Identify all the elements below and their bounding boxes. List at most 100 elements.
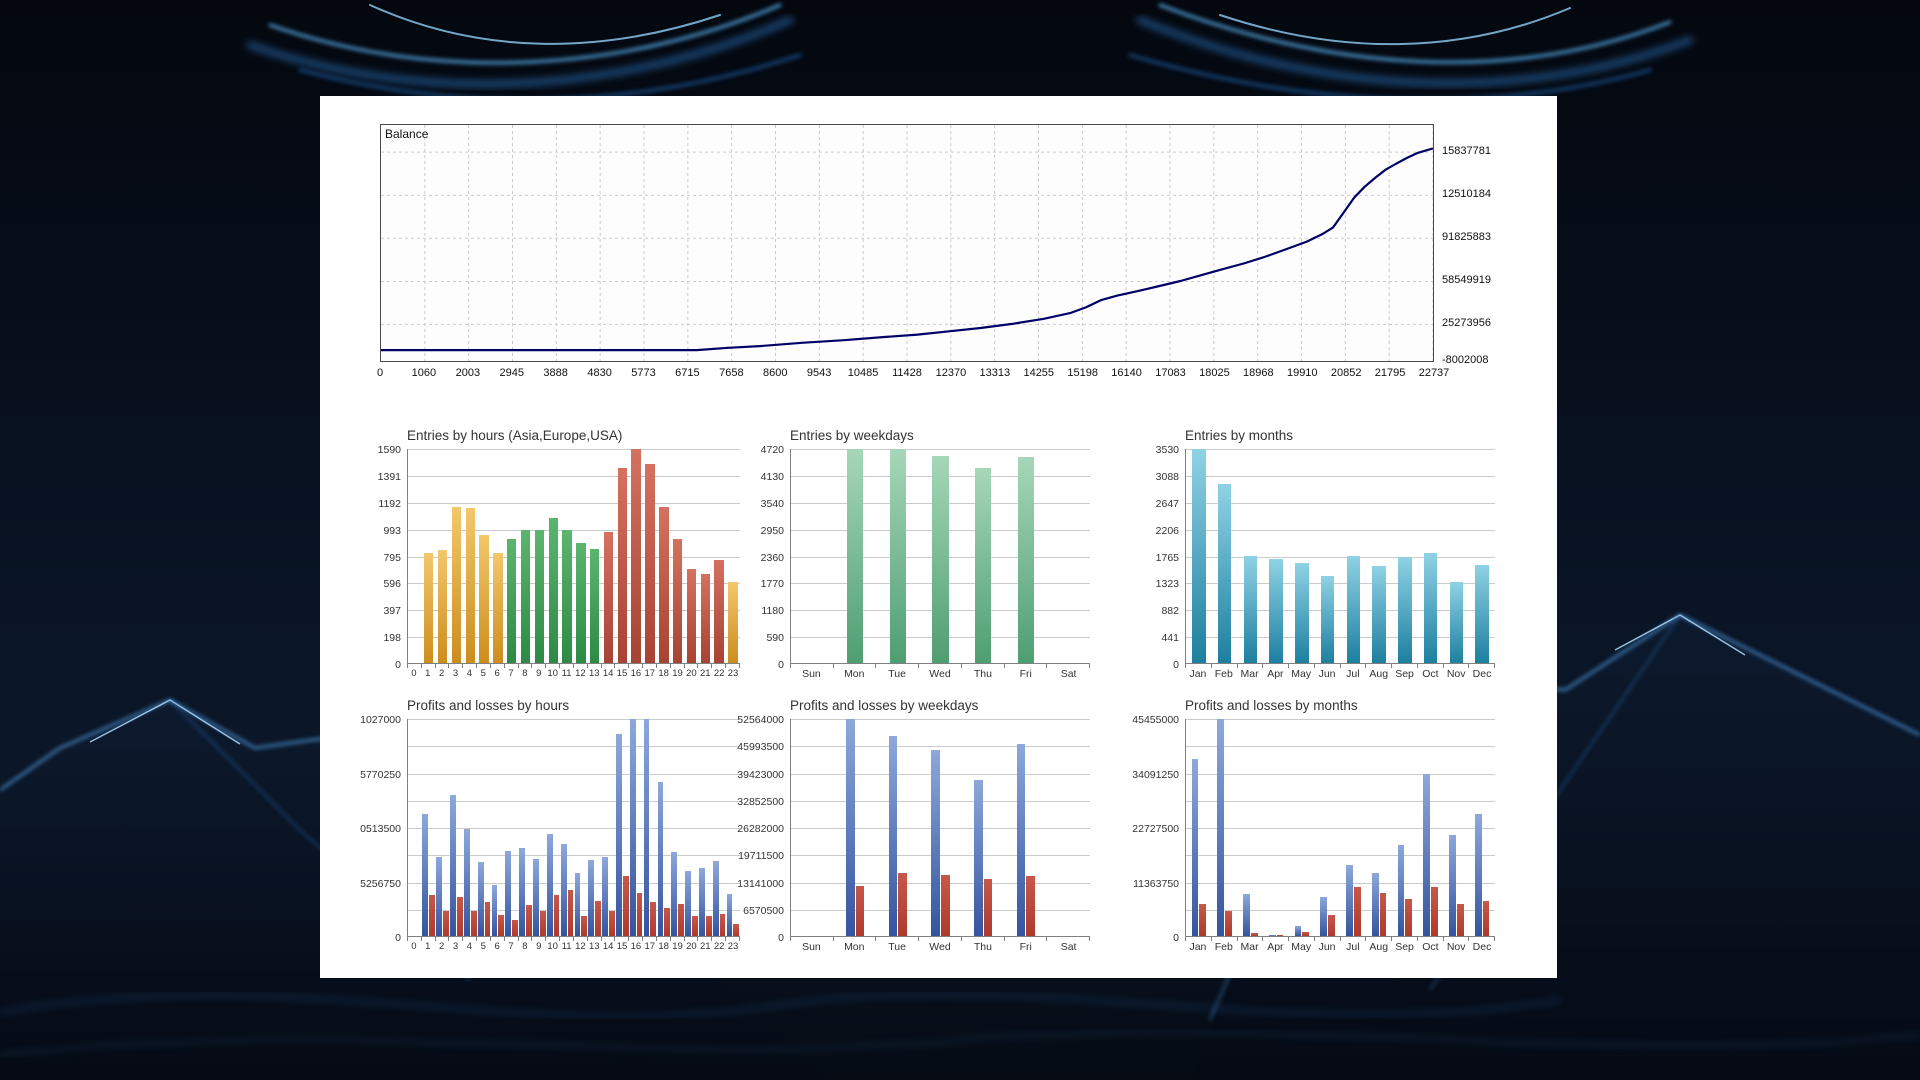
profit-bar bbox=[1217, 719, 1225, 936]
x-tick bbox=[1003, 664, 1047, 668]
profit-bar bbox=[671, 852, 678, 936]
x-axis: Jan Feb Mar Apr May Jun Jul Aug Sep Oct Nov Dec bbox=[1185, 668, 1495, 682]
bar bbox=[465, 508, 475, 663]
profit-bar bbox=[643, 719, 650, 936]
gridline bbox=[791, 828, 1090, 829]
x-tick bbox=[697, 937, 711, 941]
gridline bbox=[791, 800, 1090, 802]
loss-bar bbox=[553, 894, 560, 936]
x-tick-label: Sep bbox=[1395, 941, 1414, 953]
y-tick-label: 993 bbox=[383, 524, 401, 537]
loss-bar bbox=[678, 904, 684, 936]
bar-slot bbox=[463, 719, 477, 936]
x-tick bbox=[545, 664, 559, 668]
y-axis: 45455000 34091250 22727500 11363750 0 bbox=[1120, 714, 1185, 944]
x-tick bbox=[462, 937, 476, 941]
y-tick-label: 26282000 bbox=[737, 823, 784, 835]
loss-bar bbox=[1431, 886, 1438, 936]
bar-slot bbox=[712, 719, 726, 936]
y-tick-label: 3530 bbox=[1155, 444, 1179, 456]
x-tick bbox=[960, 664, 1004, 668]
x-tick-label: Oct bbox=[1422, 668, 1439, 680]
gridline bbox=[408, 855, 740, 857]
bar-slot bbox=[1263, 719, 1289, 936]
x-tick bbox=[586, 664, 601, 668]
bar-slot bbox=[1444, 719, 1470, 936]
balance-chart-title: Balance bbox=[385, 127, 429, 141]
gridline bbox=[1186, 719, 1495, 720]
profits-losses-by-months-chart: Profits and losses by months 45455000 340… bbox=[1120, 698, 1495, 955]
bar-slot bbox=[1341, 719, 1367, 936]
gridline bbox=[1186, 637, 1495, 639]
x-tick-label: 14 bbox=[602, 941, 614, 952]
bar bbox=[1398, 556, 1412, 663]
y-tick-label: 1027000 bbox=[360, 714, 401, 726]
bar-slot bbox=[1186, 719, 1212, 936]
loss-bar bbox=[705, 916, 712, 936]
y-tick-label: 2647 bbox=[1155, 497, 1179, 510]
loss-bar bbox=[443, 911, 449, 936]
gridline bbox=[408, 773, 740, 775]
loss-bar bbox=[983, 879, 993, 936]
y-tick-label: 11363750 bbox=[1133, 877, 1179, 890]
wing-right-icon bbox=[1128, 3, 1694, 102]
x-tick-label: 3 bbox=[452, 941, 459, 952]
bar-slot bbox=[1392, 449, 1418, 663]
x-tick bbox=[476, 664, 490, 668]
bar-slot bbox=[629, 719, 643, 936]
bar bbox=[1243, 556, 1258, 663]
gridline bbox=[408, 909, 740, 911]
loss-bar bbox=[470, 911, 477, 936]
x-tick-label: 15 bbox=[616, 668, 628, 679]
x-tick-label: 17 bbox=[644, 941, 656, 952]
bar bbox=[846, 449, 864, 663]
x-tick-label: 18 bbox=[658, 668, 669, 679]
y-tick-label: 34091250 bbox=[1132, 768, 1179, 781]
balance-x-tick-label: 15198 bbox=[1067, 367, 1098, 379]
balance-x-tick-label: 19910 bbox=[1286, 367, 1318, 379]
y-tick-label: 2950 bbox=[760, 524, 784, 537]
x-tick-label: 12 bbox=[575, 941, 586, 952]
gridline bbox=[408, 475, 740, 477]
bar bbox=[1269, 558, 1283, 663]
balance-x-tick-label: 7658 bbox=[719, 367, 744, 379]
bar-slot bbox=[436, 719, 450, 936]
bar-slot bbox=[876, 449, 919, 663]
balance-y-tick-label: 15837781 bbox=[1442, 145, 1491, 158]
report-panel: Balance 15837781 12510184 91825883 58549919… bbox=[320, 96, 1557, 978]
bar bbox=[659, 506, 669, 663]
y-tick-label: 3540 bbox=[760, 497, 784, 510]
bar-slot bbox=[671, 449, 685, 663]
x-tick bbox=[669, 937, 684, 941]
balance-x-tick-label: 1060 bbox=[411, 367, 437, 379]
x-tick bbox=[1365, 937, 1391, 941]
profit-bar bbox=[712, 860, 719, 936]
x-tick bbox=[642, 937, 656, 941]
balance-x-tick-label: 2003 bbox=[455, 367, 481, 379]
profit-bar bbox=[657, 782, 664, 936]
bar-slot bbox=[602, 449, 616, 663]
balance-y-tick-label: -8002008 bbox=[1442, 354, 1489, 366]
profit-bar bbox=[1320, 897, 1328, 936]
x-tick-label: 19 bbox=[672, 941, 683, 952]
loss-bar bbox=[622, 876, 629, 936]
profit-bar bbox=[1371, 872, 1379, 936]
y-tick-label: 397 bbox=[383, 605, 401, 618]
bar bbox=[1192, 449, 1206, 663]
x-tick-label: 0 bbox=[411, 941, 417, 952]
bar-slot bbox=[408, 719, 422, 936]
x-axis: 0 1 2 3 4 5 6 7 8 9 10 11 12 13 14 15 16 17 18 19 20 21 22 23 bbox=[407, 668, 740, 682]
x-tick bbox=[628, 664, 642, 668]
balance-x-tick-label: 5773 bbox=[631, 367, 656, 379]
bar-slot bbox=[1469, 449, 1495, 663]
y-tick-label: 198 bbox=[383, 632, 401, 645]
profit-bar bbox=[846, 719, 855, 936]
y-tick-label: 4130 bbox=[760, 470, 784, 483]
y-tick-label: 795 bbox=[383, 551, 401, 564]
profit-bar bbox=[546, 833, 553, 936]
gridline bbox=[1186, 773, 1495, 775]
bar-slot bbox=[1047, 449, 1090, 663]
bar-slot bbox=[408, 449, 422, 663]
bar-slot bbox=[1469, 719, 1495, 936]
chart-title: Entries by hours (Asia,Europe,USA) bbox=[407, 428, 623, 443]
